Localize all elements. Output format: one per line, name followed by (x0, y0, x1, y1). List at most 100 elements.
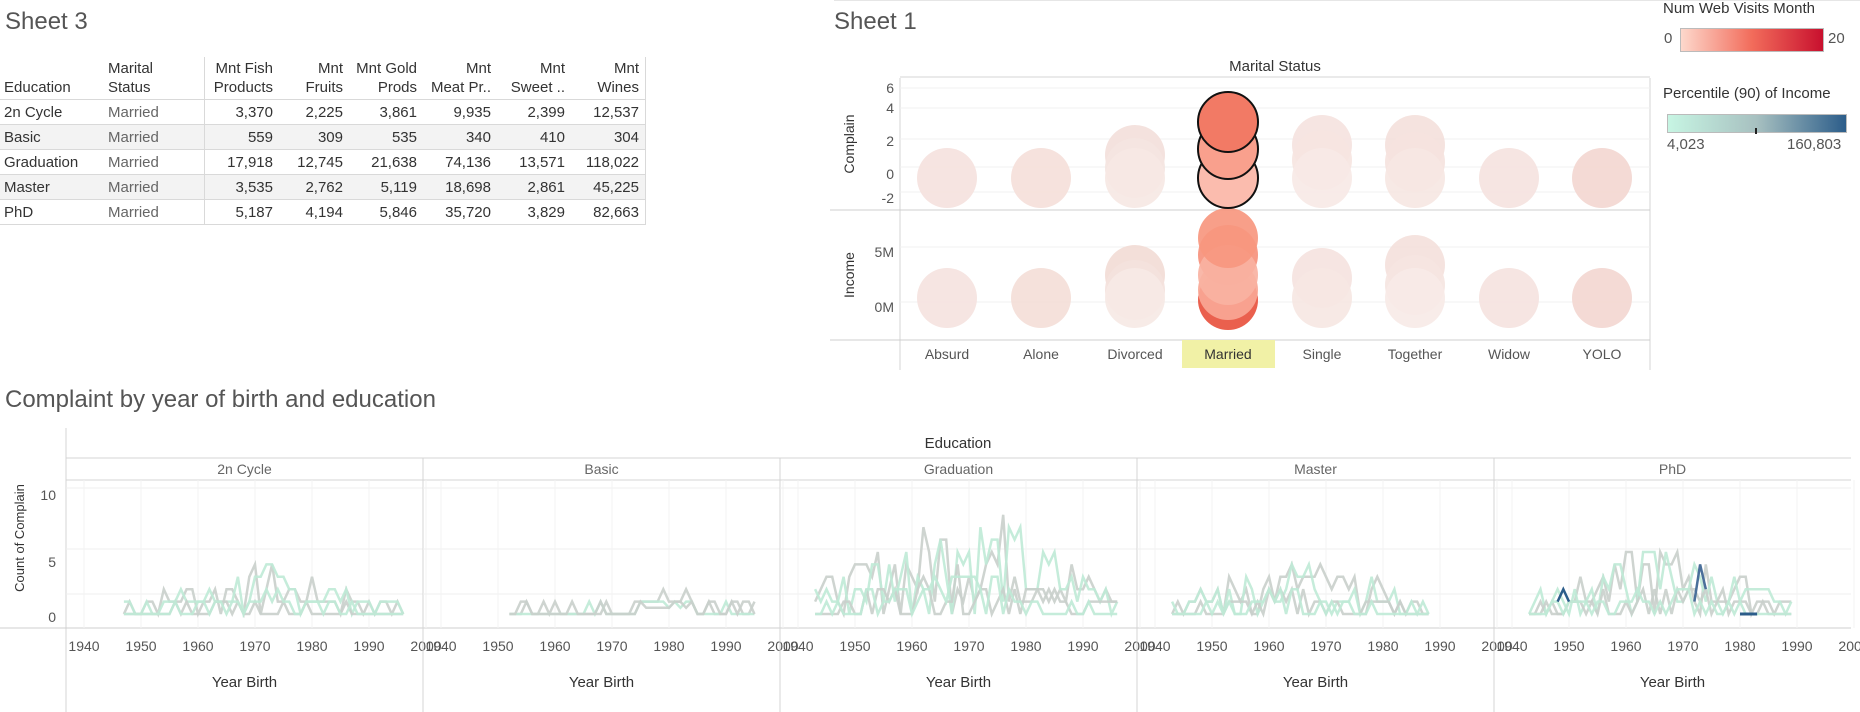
complaint-series-line[interactable] (1556, 586, 1571, 603)
category-married[interactable]: Married (1204, 346, 1251, 362)
complain-axis-label: Complain (841, 114, 857, 173)
cell-education: Master (0, 174, 104, 200)
header-marital-line2: Status (108, 79, 151, 96)
complain-tick: 6 (886, 80, 894, 96)
complaint-series-line[interactable] (813, 514, 1118, 619)
complaint-line-chart[interactable]: Education Count of Complain 10 5 0 2n Cy… (0, 428, 1860, 712)
complaint-series-line[interactable] (123, 586, 404, 617)
cell-education: PhD (0, 199, 104, 225)
complaint-series-line[interactable] (509, 598, 756, 617)
cell-marital: Married (104, 174, 205, 200)
bubble-mark[interactable] (1011, 148, 1071, 208)
table-row[interactable]: Graduation Married 17,918 12,745 21,638 … (0, 149, 646, 175)
bubble-mark[interactable] (1105, 148, 1165, 208)
complaint-series-line[interactable] (1172, 585, 1429, 617)
complaint-series-line[interactable] (509, 586, 756, 617)
table-row[interactable]: Basic Married 559 309 535 340 410 304 (0, 124, 646, 150)
x-tick: 1940 (1139, 638, 1170, 654)
bubble-mark[interactable] (1572, 268, 1632, 328)
header-mnt-gold[interactable]: Mnt Gold Prods (349, 57, 423, 100)
complain-tick: 2 (886, 133, 894, 149)
y-tick: 10 (40, 487, 56, 503)
header-mnt-fruits[interactable]: Mnt Fruits (279, 57, 349, 100)
category-divorced[interactable]: Divorced (1107, 346, 1162, 362)
legend-visits-max: 20 (1828, 30, 1845, 47)
table-row[interactable]: Master Married 3,535 2,762 5,119 18,698 … (0, 174, 646, 200)
complain-tick: 0 (886, 166, 894, 182)
legend-income-title: Percentile (90) of Income (1663, 85, 1831, 102)
complaint-series-line[interactable] (813, 522, 1119, 618)
complaint-column-header: Education (925, 435, 992, 452)
bubble-mark[interactable] (1572, 148, 1632, 208)
header-text: Prods (377, 79, 417, 96)
header-text: Mnt (539, 60, 565, 77)
complaint-title: Complaint by year of birth and education (5, 386, 436, 413)
bubble-mark[interactable] (1292, 268, 1352, 328)
sheet3-title: Sheet 3 (5, 8, 88, 35)
x-axis-title: Year Birth (926, 674, 991, 691)
x-tick: 1950 (482, 638, 513, 654)
bubble-mark[interactable] (917, 268, 977, 328)
header-text: Meat Pr.. (430, 79, 491, 96)
category-widow[interactable]: Widow (1488, 346, 1531, 362)
x-tick: 1950 (1196, 638, 1227, 654)
sheet1-marks[interactable] (917, 91, 1632, 330)
x-tick: 1970 (1310, 638, 1341, 654)
bubble-mark[interactable] (917, 148, 977, 208)
category-alone[interactable]: Alone (1023, 346, 1059, 362)
complaint-series-line[interactable] (1693, 564, 1708, 602)
bubble-mark-selected[interactable] (1197, 91, 1259, 153)
bubble-mark[interactable] (1198, 208, 1258, 268)
bubble-mark[interactable] (1479, 148, 1539, 208)
x-tick: 1990 (1781, 638, 1812, 654)
header-mnt-fish[interactable]: Mnt Fish Products (205, 57, 280, 100)
category-yolo[interactable]: YOLO (1583, 346, 1622, 362)
married-highlight (1182, 340, 1275, 368)
cell-value: 5,846 (349, 199, 423, 225)
header-text: Mnt Gold (356, 60, 417, 77)
category-together[interactable]: Together (1388, 346, 1443, 362)
legend-visits-title: Num Web Visits Month (1663, 0, 1815, 17)
cell-value: 18,698 (423, 174, 497, 200)
cell-value: 5,187 (204, 199, 279, 225)
header-text: Fruits (305, 79, 344, 96)
header-mnt-meat[interactable]: Mnt Meat Pr.. (423, 57, 497, 100)
x-tick: 1990 (1067, 638, 1098, 654)
bubble-mark[interactable] (1105, 268, 1165, 328)
header-mnt-wines[interactable]: Mnt Wines (571, 57, 646, 100)
header-text: Wines (597, 79, 639, 96)
cell-value: 118,022 (571, 149, 646, 175)
bubble-mark[interactable] (1385, 268, 1445, 328)
header-education[interactable]: Education (4, 79, 71, 96)
x-axis-title: Year Birth (212, 674, 277, 691)
x-tick: 1950 (1553, 638, 1584, 654)
x-tick: 1970 (596, 638, 627, 654)
x-tick: 1960 (539, 638, 570, 654)
bubble-mark[interactable] (1292, 148, 1352, 208)
header-mnt-sweet[interactable]: Mnt Sweet .. (497, 57, 571, 100)
complaint-series-line[interactable] (815, 573, 1118, 618)
sheet1-scatter-chart[interactable]: Marital Status Complain Income 6 4 2 0 -… (820, 50, 1660, 370)
bubble-mark[interactable] (1479, 268, 1539, 328)
panel-label: Basic (584, 461, 618, 477)
cell-value: 2,861 (497, 174, 571, 200)
cell-education: Basic (0, 124, 104, 150)
bubble-mark[interactable] (1011, 268, 1071, 328)
header-marital-status[interactable]: Marital Status (104, 57, 205, 100)
cell-marital: Married (104, 149, 205, 175)
complaint-series-line[interactable] (1527, 550, 1793, 618)
cell-value: 3,535 (204, 174, 279, 200)
table-row[interactable]: PhD Married 5,187 4,194 5,846 35,720 3,8… (0, 199, 646, 225)
cell-value: 9,935 (423, 99, 497, 125)
sheet3-crosstab: Education Marital Status Mnt Fish Produc… (0, 57, 646, 225)
bubble-mark[interactable] (1385, 148, 1445, 208)
cell-value: 2,762 (279, 174, 349, 200)
category-absurd[interactable]: Absurd (925, 346, 969, 362)
complaint-panels: 2n Cycle 1940 1950 1960 1970 1980 1990 2000 Year… (0, 428, 1860, 712)
panel-label: Graduation (924, 461, 993, 477)
panel-label: PhD (1659, 461, 1686, 477)
complaint-series-line[interactable] (123, 563, 405, 619)
category-single[interactable]: Single (1303, 346, 1342, 362)
table-row[interactable]: 2n Cycle Married 3,370 2,225 3,861 9,935… (0, 99, 646, 125)
x-tick: 1950 (839, 638, 870, 654)
